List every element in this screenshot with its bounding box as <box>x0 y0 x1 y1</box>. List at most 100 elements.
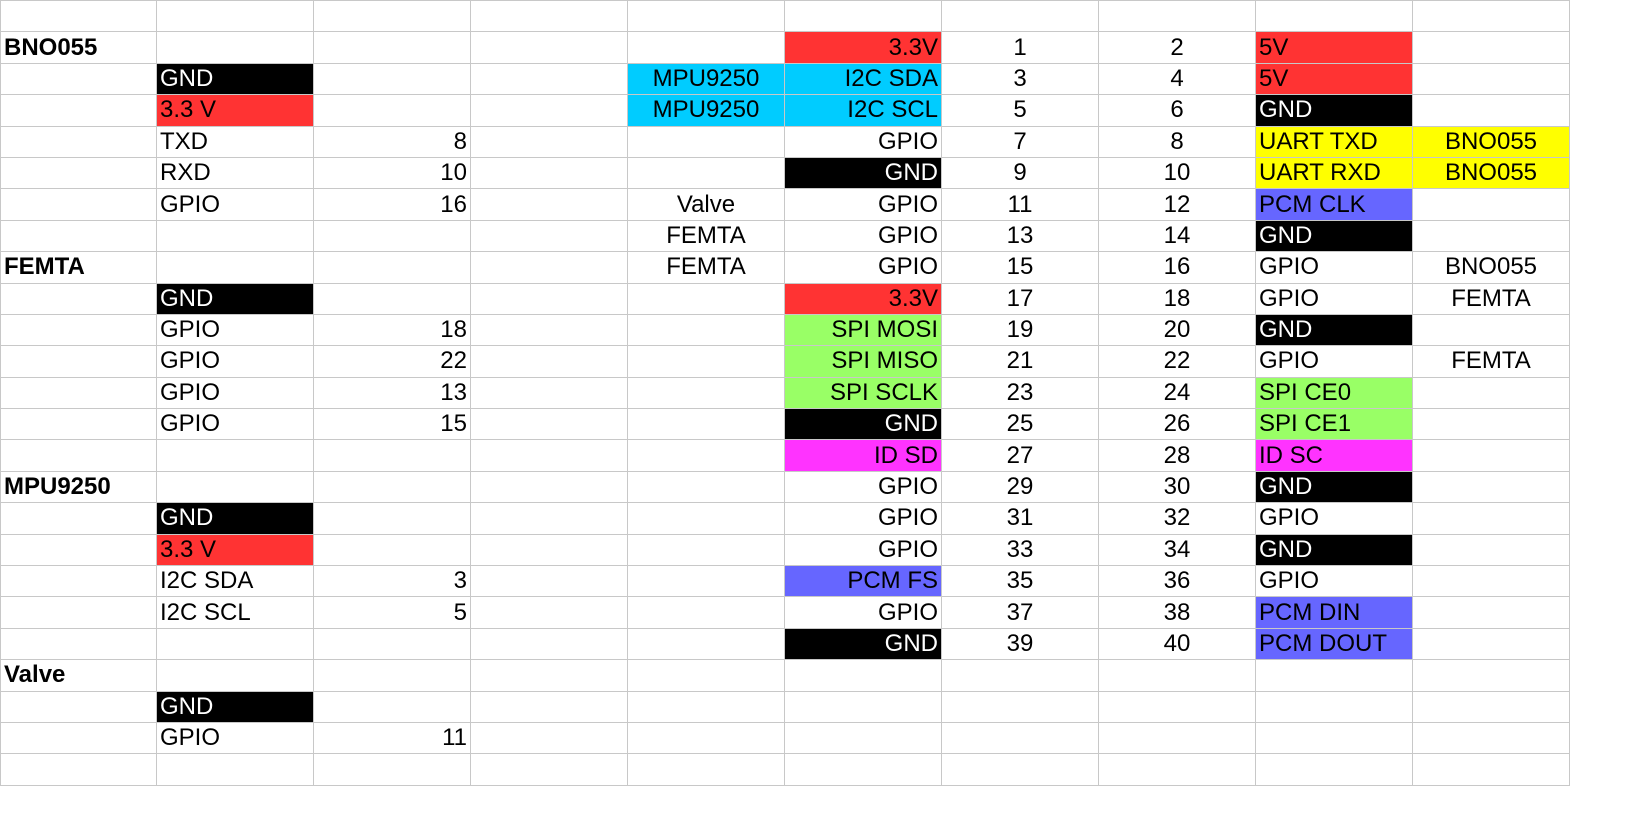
sheet-cell[interactable]: GND <box>1255 219 1413 253</box>
sheet-cell[interactable]: BNO055 <box>1412 156 1570 190</box>
sheet-cell[interactable] <box>0 156 157 190</box>
sheet-cell[interactable] <box>0 219 157 253</box>
sheet-cell[interactable] <box>156 753 314 786</box>
sheet-cell[interactable] <box>1255 690 1413 723</box>
sheet-cell[interactable] <box>470 627 628 661</box>
sheet-cell[interactable] <box>0 345 157 378</box>
sheet-cell[interactable]: GPIO <box>156 345 314 378</box>
sheet-cell[interactable]: RXD <box>156 156 314 190</box>
sheet-cell[interactable] <box>313 690 471 723</box>
sheet-cell[interactable] <box>1412 313 1570 347</box>
sheet-cell[interactable] <box>313 251 471 284</box>
sheet-cell[interactable] <box>627 156 785 190</box>
sheet-cell[interactable] <box>470 565 628 598</box>
sheet-cell[interactable]: FEMTA <box>627 251 785 284</box>
sheet-cell[interactable] <box>784 690 942 723</box>
sheet-cell[interactable]: GPIO <box>1255 345 1413 378</box>
sheet-cell[interactable] <box>313 62 471 96</box>
sheet-cell[interactable] <box>470 596 628 629</box>
sheet-cell[interactable]: 3.3 V <box>156 94 314 127</box>
sheet-cell[interactable]: FEMTA <box>1412 282 1570 315</box>
sheet-cell[interactable] <box>627 376 785 410</box>
sheet-cell[interactable]: 22 <box>313 345 471 378</box>
sheet-cell[interactable] <box>470 219 628 253</box>
sheet-cell[interactable]: FEMTA <box>627 219 785 253</box>
sheet-cell[interactable]: 5 <box>941 94 1099 127</box>
sheet-cell[interactable] <box>1412 690 1570 723</box>
sheet-cell[interactable] <box>470 251 628 284</box>
sheet-cell[interactable] <box>470 345 628 378</box>
sheet-cell[interactable]: MPU9250 <box>627 62 785 96</box>
sheet-cell[interactable]: 38 <box>1098 596 1256 629</box>
sheet-cell[interactable]: GPIO <box>1255 502 1413 535</box>
sheet-cell[interactable] <box>941 753 1099 786</box>
sheet-cell[interactable] <box>627 565 785 598</box>
sheet-cell[interactable] <box>941 659 1099 692</box>
sheet-cell[interactable]: SPI MISO <box>784 345 942 378</box>
sheet-cell[interactable] <box>1412 188 1570 221</box>
sheet-cell[interactable]: 27 <box>941 439 1099 472</box>
sheet-cell[interactable]: 23 <box>941 376 1099 410</box>
sheet-cell[interactable] <box>627 439 785 472</box>
sheet-cell[interactable] <box>1255 753 1413 786</box>
sheet-cell[interactable]: GPIO <box>1255 282 1413 315</box>
sheet-cell[interactable]: 10 <box>1098 156 1256 190</box>
sheet-cell[interactable] <box>313 282 471 315</box>
sheet-cell[interactable]: GPIO <box>784 596 942 629</box>
sheet-cell[interactable]: 5 <box>313 596 471 629</box>
sheet-cell[interactable] <box>470 753 628 786</box>
sheet-cell[interactable] <box>470 659 628 692</box>
sheet-cell[interactable]: MPU9250 <box>0 470 157 504</box>
sheet-cell[interactable]: 39 <box>941 627 1099 661</box>
sheet-cell[interactable]: 13 <box>941 219 1099 253</box>
sheet-cell[interactable]: 12 <box>1098 188 1256 221</box>
sheet-cell[interactable]: 34 <box>1098 533 1256 567</box>
sheet-cell[interactable]: 3.3 V <box>156 533 314 567</box>
sheet-cell[interactable] <box>313 470 471 504</box>
sheet-cell[interactable] <box>1412 408 1570 441</box>
sheet-cell[interactable] <box>156 659 314 692</box>
sheet-cell[interactable] <box>470 376 628 410</box>
sheet-cell[interactable]: 3.3V <box>784 31 942 64</box>
sheet-cell[interactable]: GND <box>156 62 314 96</box>
sheet-cell[interactable]: MPU9250 <box>627 94 785 127</box>
spreadsheet-grid[interactable]: BNO055 3.3V 1 2 5V GND MPU9250 I2C SDA 3 4 5V 3.3 V… <box>0 0 1570 786</box>
sheet-cell[interactable]: 3 <box>941 62 1099 96</box>
sheet-cell[interactable] <box>470 188 628 221</box>
sheet-cell[interactable] <box>313 0 471 33</box>
sheet-cell[interactable]: GPIO <box>784 188 942 221</box>
sheet-cell[interactable]: UART TXD <box>1255 125 1413 158</box>
sheet-cell[interactable] <box>313 533 471 567</box>
sheet-cell[interactable]: I2C SDA <box>156 565 314 598</box>
sheet-cell[interactable] <box>470 690 628 723</box>
sheet-cell[interactable]: 30 <box>1098 470 1256 504</box>
sheet-cell[interactable]: 19 <box>941 313 1099 347</box>
sheet-cell[interactable]: FEMTA <box>1412 345 1570 378</box>
sheet-cell[interactable] <box>627 533 785 567</box>
sheet-cell[interactable] <box>313 31 471 64</box>
sheet-cell[interactable] <box>156 251 314 284</box>
sheet-cell[interactable] <box>1412 94 1570 127</box>
sheet-cell[interactable]: GPIO <box>1255 565 1413 598</box>
sheet-cell[interactable] <box>0 502 157 535</box>
sheet-cell[interactable]: 28 <box>1098 439 1256 472</box>
sheet-cell[interactable]: 8 <box>313 125 471 158</box>
sheet-cell[interactable] <box>1098 659 1256 692</box>
sheet-cell[interactable] <box>1412 659 1570 692</box>
sheet-cell[interactable] <box>0 753 157 786</box>
sheet-cell[interactable] <box>470 125 628 158</box>
sheet-cell[interactable]: 4 <box>1098 62 1256 96</box>
sheet-cell[interactable]: PCM FS <box>784 565 942 598</box>
sheet-cell[interactable] <box>627 408 785 441</box>
sheet-cell[interactable] <box>0 125 157 158</box>
sheet-cell[interactable] <box>1098 753 1256 786</box>
sheet-cell[interactable] <box>0 408 157 441</box>
sheet-cell[interactable] <box>313 439 471 472</box>
sheet-cell[interactable] <box>470 439 628 472</box>
sheet-cell[interactable]: GPIO <box>1255 251 1413 284</box>
sheet-cell[interactable] <box>1412 62 1570 96</box>
sheet-cell[interactable]: PCM CLK <box>1255 188 1413 221</box>
sheet-cell[interactable]: 33 <box>941 533 1099 567</box>
sheet-cell[interactable] <box>1412 627 1570 661</box>
sheet-cell[interactable] <box>470 94 628 127</box>
